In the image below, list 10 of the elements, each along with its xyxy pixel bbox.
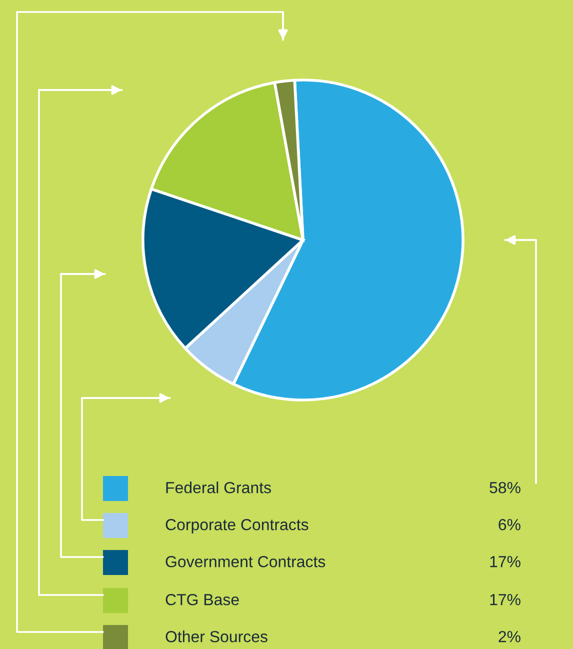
data-label: 58% bbox=[490, 482, 520, 494]
data-label: 6% bbox=[498, 518, 520, 530]
legend-label: Other Sources bbox=[166, 630, 268, 642]
data-label: 17% bbox=[490, 556, 520, 568]
data-label: 17% bbox=[490, 594, 520, 606]
legend-label: CTG Base bbox=[166, 594, 239, 606]
legend-label: Government Contracts bbox=[166, 556, 326, 568]
legend-label: Federal Grants bbox=[166, 482, 271, 494]
legend-label: Corporate Contracts bbox=[166, 518, 308, 534]
data-label: 2% bbox=[498, 630, 520, 642]
